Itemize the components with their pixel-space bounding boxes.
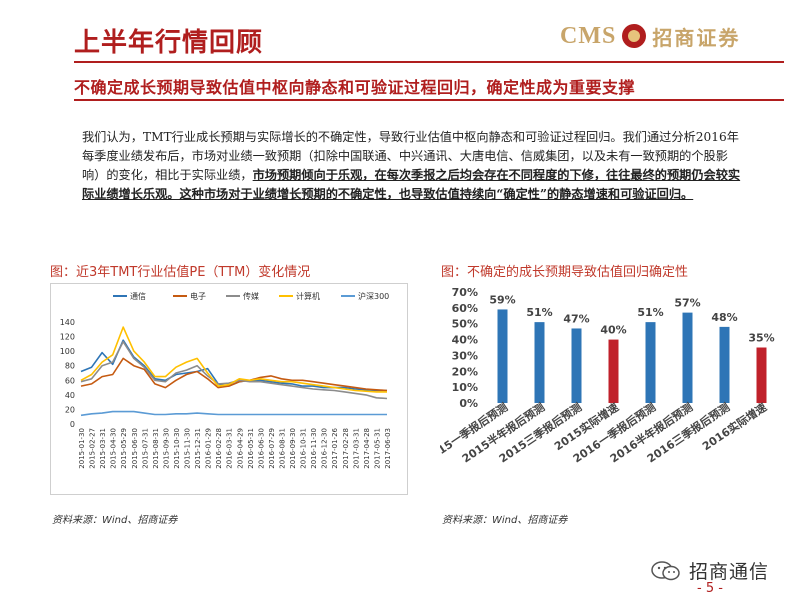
x-tick-label: 2015-12-31 xyxy=(194,428,202,469)
x-tick-label: 2016-04-29 xyxy=(236,428,244,469)
x-tick-label: 2017-01-26 xyxy=(331,427,339,468)
series-line xyxy=(80,410,387,417)
wechat-icon xyxy=(651,560,680,580)
y-tick-label: 80 xyxy=(65,362,75,371)
x-tick-label: 2017-06-03 xyxy=(384,428,392,469)
x-tick-label: 2016-07-29 xyxy=(268,428,276,469)
company-logo: CMS 招商证券 xyxy=(560,22,740,50)
y-tick-label: 40% xyxy=(452,334,478,347)
y-tick-label: 0 xyxy=(70,420,75,429)
bar xyxy=(682,312,693,403)
bar xyxy=(534,322,545,403)
x-tick-label: 2016-08-31 xyxy=(278,428,286,469)
y-tick-label: 30% xyxy=(452,349,478,362)
y-tick-label: 0% xyxy=(459,397,478,410)
logo-text-cn: 招商证券 xyxy=(652,25,741,50)
x-tick-label: 2015-11-30 xyxy=(184,428,192,469)
bar-value-label: 51% xyxy=(526,306,552,319)
x-tick-label: 2015-02-27 xyxy=(89,428,97,469)
x-tick-label: 2017-05-31 xyxy=(373,428,381,469)
x-tick-label: 2016-06-30 xyxy=(257,428,265,469)
x-tick-label: 2015-07-31 xyxy=(141,428,149,469)
chart1-source: 资料来源：Wind、招商证券 xyxy=(52,515,178,526)
y-tick-label: 60% xyxy=(452,302,478,315)
bar xyxy=(608,339,619,403)
series-line xyxy=(80,357,388,392)
bar-value-label: 57% xyxy=(674,297,700,310)
logo-text-en: CMS xyxy=(560,22,617,49)
bar-value-label: 51% xyxy=(637,306,663,319)
x-tick-label: 2017-02-28 xyxy=(342,428,350,469)
x-tick-label: 2015-05-29 xyxy=(120,428,128,469)
pe-line-chart: 通信 电子 传媒 计算机 沪深300 0 20 40 60 80 100 120 140 2015-01-… xyxy=(60,291,392,469)
y-tick-label: 140 xyxy=(60,318,75,327)
series-line xyxy=(80,326,387,393)
y-tick-label: 50% xyxy=(452,318,478,331)
header-divider xyxy=(74,61,784,63)
x-tick-label: 2015-09-30 xyxy=(162,428,170,469)
chart1-caption: 图：近3年TMT行业估值PE（TTM）变化情况 xyxy=(50,265,311,280)
page-title: 上半年行情回顾 xyxy=(74,28,264,58)
bar-value-label: 35% xyxy=(748,332,774,345)
x-tick-label: 2016-09-30 xyxy=(289,428,297,469)
x-tick-label: 2015-04-30 xyxy=(110,428,118,469)
paragraph-text: 我们认为，TMT行业成长预期与实际增长的不确定性，导致行业估值中枢向静态和可验证… xyxy=(82,130,739,182)
x-tick-label: 2015-06-30 xyxy=(131,428,139,469)
x-tick-label: 2015-01-30 xyxy=(78,428,86,469)
paragraph-highlight: 市场预期倾向于乐观，在每次季报之后均会存在不同程度的下修，往往最终的预期仍会较实… xyxy=(82,168,741,201)
slide-subtitle: 不确定成长预期导致估值中枢向静态和可验证过程回归，确定性成为重要支撑 xyxy=(74,78,636,97)
y-tick-label: 20% xyxy=(452,365,478,378)
chart1-frame: 通信 电子 传媒 计算机 沪深300 0 20 40 60 80 100 120 140 2015-01-… xyxy=(50,283,408,495)
x-tick-label: 2016-05-31 xyxy=(247,428,255,469)
bar-value-label: 59% xyxy=(489,293,515,306)
legend-label: 沪深300 xyxy=(358,291,389,301)
logo-mark-icon xyxy=(622,24,647,48)
bar xyxy=(645,322,656,403)
x-tick-label: 2015-03-31 xyxy=(99,428,107,469)
legend-label: 电子 xyxy=(190,291,206,301)
bar xyxy=(719,326,730,403)
legend-label: 通信 xyxy=(130,291,146,301)
bar-value-label: 48% xyxy=(711,311,737,324)
chart2-source: 资料来源：Wind、招商证券 xyxy=(442,515,568,526)
x-tick-label: 2016-03-31 xyxy=(226,428,234,469)
y-tick-label: 60 xyxy=(65,376,75,385)
bar-value-label: 47% xyxy=(563,312,589,325)
y-tick-label: 20 xyxy=(65,405,75,414)
x-tick-label: 2015-08-31 xyxy=(152,428,160,469)
x-tick-label: 2017-03-31 xyxy=(352,428,360,469)
x-tick-label: 2016-12-30 xyxy=(321,428,329,469)
y-tick-label: 40 xyxy=(65,391,75,400)
x-tick-label: 2015-10-30 xyxy=(173,428,181,469)
bar xyxy=(571,328,582,403)
y-tick-label: 100 xyxy=(60,347,75,356)
chart2-caption: 图：不确定的成长预期导致估值回归确定性 xyxy=(441,265,689,280)
growth-bar-chart: 0%10%20%30%40%50%60%70%59%2015一季报后预测51%2… xyxy=(440,286,775,466)
subtitle-divider xyxy=(74,99,784,101)
legend-label: 传媒 xyxy=(243,291,259,301)
body-paragraph: 我们认为，TMT行业成长预期与实际增长的不确定性，导致行业估值中枢向静态和可验证… xyxy=(82,128,742,204)
x-tick-label: 2016-10-31 xyxy=(300,428,308,469)
page-number: - 5 - xyxy=(697,581,723,596)
x-tick-label: 2016-11-30 xyxy=(310,428,318,469)
bar-value-label: 40% xyxy=(600,324,626,337)
bar xyxy=(756,347,767,403)
x-tick-label: 2016-01-29 xyxy=(205,428,213,469)
y-tick-label: 10% xyxy=(452,381,478,394)
x-category-label: 2016实际增速 xyxy=(699,400,769,453)
legend-label: 计算机 xyxy=(296,291,320,301)
x-tick-label: 2017-04-28 xyxy=(363,428,371,469)
x-tick-label: 2016-02-28 xyxy=(215,428,223,469)
y-tick-label: 70% xyxy=(452,286,478,299)
bar xyxy=(497,309,508,403)
y-tick-label: 120 xyxy=(60,333,75,342)
footer-brand-name: 招商通信 xyxy=(689,561,770,583)
series-line xyxy=(80,340,388,400)
footer-brand: 招商通信 xyxy=(651,557,769,584)
